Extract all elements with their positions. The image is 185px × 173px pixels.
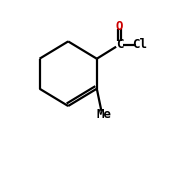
Text: Me: Me	[97, 108, 112, 121]
Text: Cl: Cl	[133, 38, 148, 51]
Text: O: O	[116, 20, 123, 33]
Text: C: C	[116, 38, 123, 51]
